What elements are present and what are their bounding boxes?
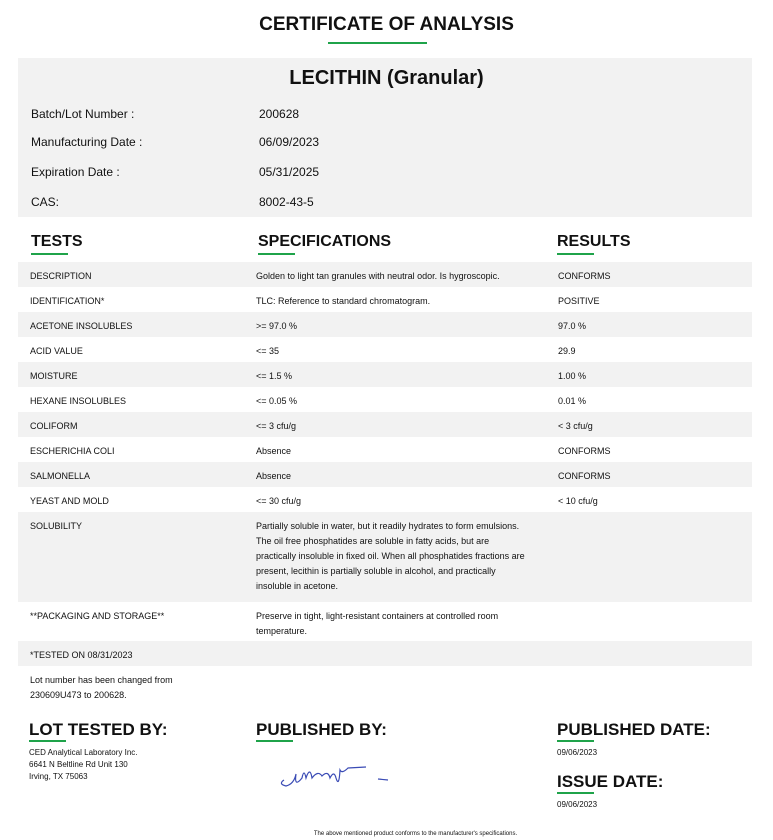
field-value: 06/09/2023 xyxy=(259,135,320,149)
issue-date-heading: ISSUE DATE: xyxy=(557,772,664,791)
field-label: Batch/Lot Number : xyxy=(31,107,135,121)
specification: Preserve in tight, light-resistant conta… xyxy=(256,611,499,636)
field-value: 05/31/2025 xyxy=(259,165,320,179)
specification: <= 3 cfu/g xyxy=(256,421,297,431)
table-row: DESCRIPTION Golden to light tan granules … xyxy=(18,262,752,287)
test-name: IDENTIFICATION* xyxy=(30,296,105,306)
published-date: 09/06/2023 xyxy=(557,748,598,757)
test-name: HEXANE INSOLUBLES xyxy=(30,396,127,406)
test-name: ACETONE INSOLUBLES xyxy=(30,321,133,331)
specification: TLC: Reference to standard chromatogram. xyxy=(256,296,431,306)
field-label: Manufacturing Date : xyxy=(31,135,143,149)
published-date-heading: PUBLISHED DATE: xyxy=(557,720,711,739)
lab-address: CED Analytical Laboratory Inc. 6641 N Be… xyxy=(29,747,138,783)
table-row: SOLUBILITY Partially soluble in water, bu… xyxy=(18,512,752,602)
heading-underline xyxy=(557,740,594,742)
test-name: DESCRIPTION xyxy=(30,271,92,281)
table-row: MOISTURE <= 1.5 % 1.00 % xyxy=(18,362,752,387)
specification: Absence xyxy=(256,446,292,456)
specification: <= 35 xyxy=(256,346,280,356)
heading-underline xyxy=(29,740,66,742)
table-row: Lot number has been changed from 230609U… xyxy=(18,666,752,706)
test-name: SALMONELLA xyxy=(30,471,91,481)
table-row: **PACKAGING AND STORAGE** Preserve in tig… xyxy=(18,602,752,641)
result: CONFORMS xyxy=(558,446,611,456)
test-name: SOLUBILITY xyxy=(30,521,83,531)
table-row: COLIFORM <= 3 cfu/g < 3 cfu/g xyxy=(18,412,752,437)
table-row: ACETONE INSOLUBLES >= 97.0 % 97.0 % xyxy=(18,312,752,337)
result: CONFORMS xyxy=(558,471,611,481)
table-row: *TESTED ON 08/31/2023 xyxy=(18,641,752,666)
result: < 10 cfu/g xyxy=(558,496,598,506)
test-name: ACID VALUE xyxy=(30,346,83,356)
conformance-note: The above mentioned product conforms to … xyxy=(313,831,518,837)
published-by-heading: PUBLISHED BY: xyxy=(256,720,387,739)
specification: Absence xyxy=(256,471,292,481)
result: CONFORMS xyxy=(558,271,611,281)
lab-street: 6641 N Beltline Rd Unit 130 xyxy=(29,760,128,769)
specification: <= 1.5 % xyxy=(256,371,293,381)
page-title: CERTIFICATE OF ANALYSIS xyxy=(259,14,514,35)
specification: Golden to light tan granules with neutra… xyxy=(256,271,500,281)
table-row: ACID VALUE <= 35 29.9 xyxy=(18,337,752,362)
specification: <= 30 cfu/g xyxy=(256,496,302,506)
result: 0.01 % xyxy=(558,396,587,406)
test-name: **PACKAGING AND STORAGE** xyxy=(30,611,165,621)
lab-name: CED Analytical Laboratory Inc. xyxy=(29,748,138,757)
header-underline xyxy=(557,253,594,255)
result: 29.9 xyxy=(558,346,576,356)
test-name: ESCHERICHIA COLI xyxy=(30,446,115,456)
test-name: *TESTED ON 08/31/2023 xyxy=(30,650,133,660)
test-name: Lot number has been changed from 230609U… xyxy=(30,675,173,700)
tests-header: TESTS xyxy=(31,233,83,250)
product-info-box xyxy=(18,58,752,217)
specification: >= 97.0 % xyxy=(256,321,298,331)
table-row: YEAST AND MOLD <= 30 cfu/g < 10 cfu/g xyxy=(18,487,752,512)
header-underline xyxy=(31,253,68,255)
field-label: Expiration Date : xyxy=(31,165,120,179)
field-label: CAS: xyxy=(31,195,60,209)
specifications-header: SPECIFICATIONS xyxy=(258,233,392,250)
table-row: SALMONELLA Absence CONFORMS xyxy=(18,462,752,487)
table-row: IDENTIFICATION* TLC: Reference to standar… xyxy=(18,287,752,312)
lab-city: Irving, TX 75063 xyxy=(29,772,88,781)
heading-underline xyxy=(557,792,594,794)
specification: <= 0.05 % xyxy=(256,396,298,406)
signature-image xyxy=(280,766,389,787)
table-row: ESCHERICHIA COLI Absence CONFORMS xyxy=(18,437,752,462)
issue-date: 09/06/2023 xyxy=(557,800,598,809)
specification: Partially soluble in water, but it readi… xyxy=(256,521,525,591)
test-name: YEAST AND MOLD xyxy=(30,496,109,506)
result: 97.0 % xyxy=(558,321,587,331)
result: < 3 cfu/g xyxy=(558,421,593,431)
results-header: RESULTS xyxy=(557,233,631,250)
heading-underline xyxy=(256,740,293,742)
test-name: MOISTURE xyxy=(30,371,78,381)
title-underline xyxy=(328,42,427,44)
header-underline xyxy=(258,253,295,255)
result: POSITIVE xyxy=(558,296,600,306)
field-value: 8002-43-5 xyxy=(259,195,314,209)
test-name: COLIFORM xyxy=(30,421,78,431)
table-row: HEXANE INSOLUBLES <= 0.05 % 0.01 % xyxy=(18,387,752,412)
field-value: 200628 xyxy=(259,107,300,121)
product-name: LECITHIN (Granular) xyxy=(289,67,484,89)
result: 1.00 % xyxy=(558,371,587,381)
lot-tested-by-heading: LOT TESTED BY: xyxy=(29,720,168,739)
